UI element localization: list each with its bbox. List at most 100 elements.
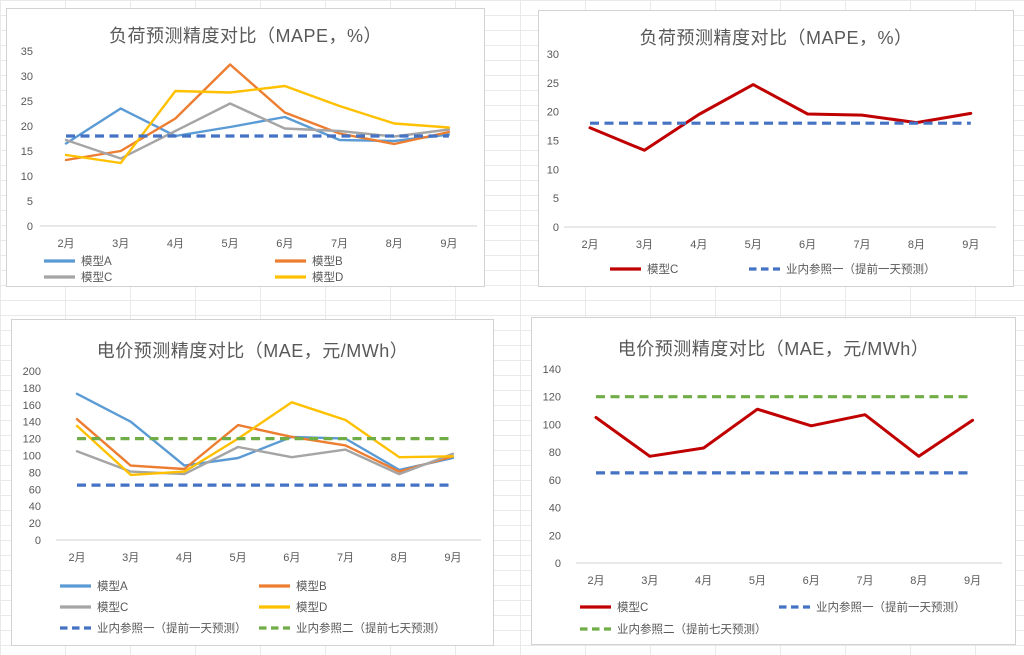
x-axis-label: 2月 — [68, 552, 85, 564]
chart-price-mae-model-c[interactable]: 电价预测精度对比（MAE，元/MWh） 0 20 40 60 80 100 120 140 2月… — [531, 317, 1016, 645]
legend-item: 模型C — [609, 262, 678, 276]
legend-label: 业内参照一（提前一天预测） — [786, 264, 936, 276]
legend-line-icon — [44, 259, 75, 263]
series-line-3 — [64, 84, 451, 165]
y-axis-label: 25 — [21, 96, 33, 108]
x-axis-label: 2月 — [581, 239, 598, 251]
y-axis-label: 35 — [21, 46, 33, 58]
x-axis-label: 8月 — [386, 238, 403, 250]
x-axis-label: 9月 — [962, 239, 979, 251]
legend-label: 模型C — [647, 264, 679, 276]
y-axis-label: 30 — [21, 71, 33, 83]
y-axis-label: 10 — [21, 171, 33, 183]
series-line-0 — [594, 407, 975, 458]
y-axis-label: 15 — [547, 136, 559, 148]
legend-item: 模型C — [43, 270, 112, 284]
legend-label: 模型C — [81, 272, 113, 284]
legend-line-icon — [60, 584, 91, 588]
legend-line-icon — [44, 275, 75, 279]
y-axis-labels: 0 5 10 15 20 25 30 35 — [21, 46, 33, 233]
chart-plot: 0 20 40 60 80 100 120 140 2月 3月 4月 5月 6月 7月 8月 9月 — [543, 364, 1002, 587]
x-axis-label: 4月 — [690, 239, 707, 251]
x-axis-label: 5月 — [749, 575, 766, 587]
x-axis-labels: 2月 3月 4月 5月 6月 7月 8月 9月 — [68, 552, 461, 564]
legend-line-icon — [60, 605, 91, 609]
series-line-2 — [75, 445, 455, 476]
y-axis-label: 20 — [29, 518, 41, 530]
legend-line-icon — [610, 267, 641, 271]
x-axis-labels: 2月 3月 4月 5月 6月 7月 8月 9月 — [57, 238, 457, 250]
y-axis-label: 0 — [27, 221, 33, 233]
chart-title: 电价预测精度对比（MAE，元/MWh） — [617, 339, 930, 359]
series-line-1 — [75, 417, 455, 473]
legend-label: 模型C — [617, 602, 649, 614]
x-axis-label: 7月 — [853, 239, 870, 251]
legend-label: 模型B — [296, 581, 327, 593]
y-axis-label: 120 — [543, 392, 561, 404]
x-axis-label: 5月 — [230, 552, 247, 564]
series-line-1 — [64, 63, 451, 162]
x-axis-label: 9月 — [440, 238, 457, 250]
y-axis-label: 15 — [21, 146, 33, 158]
y-axis-label: 20 — [549, 530, 561, 542]
x-axis-label: 7月 — [856, 575, 873, 587]
x-axis-label: 2月 — [57, 238, 74, 250]
y-axis-label: 180 — [23, 383, 41, 395]
x-axis-label: 3月 — [636, 239, 653, 251]
legend-line-icon — [259, 605, 290, 609]
chart-plot: 0 5 10 15 20 25 30 35 2月 3月 4月 5月 6月 7月 8月 9月 — [21, 46, 477, 250]
legend-item: 模型D — [274, 270, 343, 284]
series-line-0 — [75, 392, 455, 472]
x-axis-label: 2月 — [587, 575, 604, 587]
y-axis-label: 160 — [23, 400, 41, 412]
legend-label: 模型C — [97, 602, 129, 614]
legend-line-icon — [259, 584, 290, 588]
x-axis-label: 6月 — [799, 239, 816, 251]
y-axis-label: 140 — [23, 417, 41, 429]
y-axis-label: 40 — [549, 503, 561, 515]
legend-item: 业内参照一（提前一天预测） — [59, 621, 247, 635]
y-axis-label: 5 — [553, 193, 559, 205]
legend-label: 模型D — [296, 602, 328, 614]
y-axis-labels: 0 5 10 15 20 25 30 — [547, 49, 559, 234]
chart-load-mape-model-c[interactable]: 负荷预测精度对比（MAPE，%） 0 5 10 15 20 25 30 2月 3月 4月 5月 6月 7… — [538, 10, 1014, 287]
legend-label: 业内参照一（提前一天预测） — [816, 602, 966, 614]
x-axis-label: 5月 — [745, 239, 762, 251]
x-axis-label: 9月 — [964, 575, 981, 587]
legend-item: 业内参照一（提前一天预测） — [778, 600, 966, 614]
y-axis-label: 25 — [547, 78, 559, 90]
y-axis-label: 10 — [547, 164, 559, 176]
x-axis-label: 7月 — [331, 238, 348, 250]
legend-item: 模型B — [258, 579, 327, 593]
y-axis-label: 100 — [23, 451, 41, 463]
legend-label: 模型A — [97, 581, 128, 593]
chart-title: 负荷预测精度对比（MAPE，%） — [108, 26, 382, 46]
y-axis-label: 80 — [29, 467, 41, 479]
y-axis-labels: 0 20 40 60 80 100 120 140 — [543, 364, 561, 570]
series-line-3 — [75, 401, 455, 477]
chart-plot: 0 5 10 15 20 25 30 2月 3月 4月 5月 6月 7月 8月 9月 — [547, 49, 996, 251]
x-axis-label: 9月 — [444, 552, 461, 564]
legend-item: 业内参照二（提前七天预测） — [258, 621, 446, 635]
legend-dashed-line-icon — [60, 626, 91, 630]
legend-label: 模型B — [312, 256, 343, 268]
x-axis-label: 6月 — [803, 575, 820, 587]
legend-item: 业内参照一（提前一天预测） — [748, 262, 936, 276]
chart-price-mae-all-models[interactable]: 电价预测精度对比（MAE，元/MWh） 0 20 40 60 80 100 120 140 16… — [11, 319, 494, 646]
chart-load-mape-all-models[interactable]: 负荷预测精度对比（MAPE，%） 0 5 10 15 20 25 30 35 2月 3月 4月 5月 6… — [6, 8, 485, 287]
x-axis-label: 8月 — [391, 552, 408, 564]
x-axis-label: 8月 — [910, 575, 927, 587]
legend-label: 模型D — [312, 272, 344, 284]
legend-item: 模型B — [274, 254, 343, 268]
legend-item: 模型C — [579, 600, 648, 614]
x-axis-label: 6月 — [283, 552, 300, 564]
y-axis-label: 120 — [23, 434, 41, 446]
x-axis-label: 3月 — [122, 552, 139, 564]
chart-title: 电价预测精度对比（MAE，元/MWh） — [96, 341, 409, 361]
y-axis-labels: 0 20 40 60 80 100 120 140 160 180 200 — [23, 366, 41, 547]
legend-line-icon — [580, 605, 611, 609]
x-axis-label: 4月 — [167, 238, 184, 250]
legend-line-icon — [275, 259, 306, 263]
legend-label: 业内参照二（提前七天预测） — [296, 623, 446, 635]
x-axis-label: 6月 — [276, 238, 293, 250]
